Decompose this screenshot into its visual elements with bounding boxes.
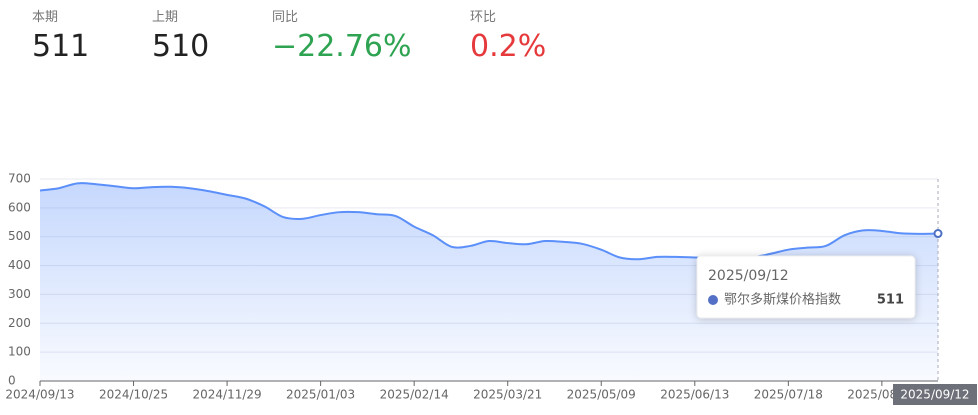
y-tick-label: 500 — [8, 229, 31, 243]
stat: 本期 511 — [32, 6, 89, 64]
stat-value: 0.2% — [470, 29, 547, 64]
line — [39, 182, 939, 261]
point — [933, 229, 943, 239]
x-tick-label: 2024/10/25 — [99, 388, 168, 402]
x-tick-label: 2024/11/29 — [192, 388, 261, 402]
y-tick-label: 400 — [8, 258, 31, 272]
area — [40, 183, 938, 381]
stat-label: 同比 — [272, 10, 299, 25]
tooltip-dot — [708, 295, 718, 305]
stat-label: 上期 — [152, 10, 179, 25]
x-tick-label: 2025/06/13 — [660, 388, 729, 402]
stat-value: 510 — [152, 29, 210, 64]
stat-label: 环比 — [470, 10, 497, 25]
tooltip-box — [696, 255, 916, 319]
y-tick-label: 700 — [8, 172, 31, 186]
tooltip: 2025/09/12 鄂尔多斯煤价格指数 511 — [696, 255, 916, 319]
y-tick-label: 300 — [8, 287, 31, 301]
tooltip-value: 511 — [877, 293, 904, 308]
x-tick-label: 2025/05/09 — [567, 388, 636, 402]
y-tick-label: 100 — [8, 345, 31, 359]
stat: 上期 510 — [152, 6, 209, 64]
x-tick-label: 2025/03/21 — [473, 388, 542, 402]
stat: 环比 0.2% — [470, 6, 546, 64]
tooltip-series: 鄂尔多斯煤价格指数 — [724, 292, 841, 308]
y-tick-label: 200 — [8, 316, 31, 330]
stat-value: 511 — [32, 29, 90, 64]
x-tick-label: 2025/01/03 — [286, 388, 355, 402]
x-tick-label: 2025/02/14 — [380, 388, 449, 402]
pointer-label: 2025/09/12 — [900, 388, 969, 402]
x-tick-label: 2024/09/13 — [5, 388, 74, 402]
summary: 本期 511 上期 510 同比 −22.76% 环比 0.2% — [0, 0, 978, 80]
stat-label: 本期 — [32, 10, 59, 25]
pointer-label-bg — [893, 384, 977, 405]
tooltip-title: 2025/09/12 — [708, 268, 789, 284]
stat-value: −22.76% — [272, 29, 412, 64]
stat: 同比 −22.76% — [272, 6, 412, 64]
y-tick-label: 600 — [8, 200, 31, 214]
x-tick-label: 2025/07/18 — [754, 388, 823, 402]
y-tick-label: 0 — [8, 374, 16, 388]
